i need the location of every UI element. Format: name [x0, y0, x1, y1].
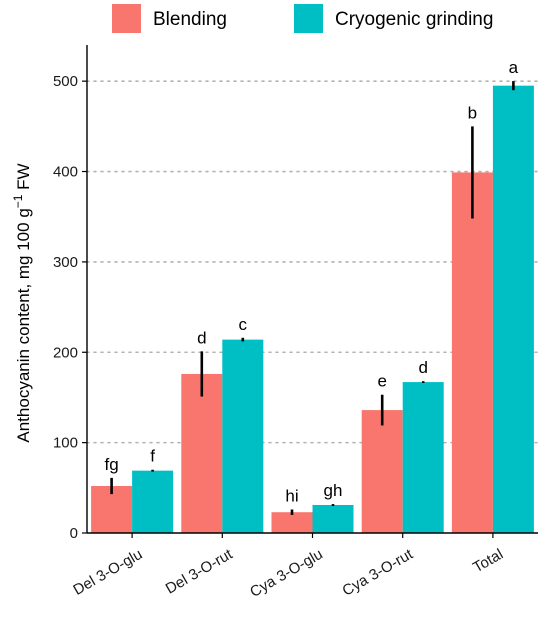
y-tick-label: 300 — [53, 254, 78, 271]
bar — [451, 172, 493, 533]
bar — [181, 373, 223, 533]
y-tick-label: 200 — [53, 344, 78, 361]
y-ticks: 0 100 200 300 400 500 — [53, 73, 87, 542]
significance-label: fg — [105, 455, 119, 474]
significance-label: gh — [324, 481, 343, 500]
legend: Blending Cryogenic grinding — [112, 4, 493, 33]
y-axis-title: Anthocyanin content, mg 100 g−1 FW — [11, 163, 33, 442]
legend-label: Cryogenic grinding — [335, 9, 493, 30]
y-tick-label: 500 — [53, 73, 78, 90]
bar — [312, 504, 354, 533]
significance-label: e — [377, 372, 386, 391]
significance-label: hi — [285, 487, 298, 506]
bar — [492, 85, 534, 534]
significance-label: c — [239, 315, 248, 334]
error-bars — [110, 81, 515, 515]
x-tick-label: Cya 3-O-glu — [247, 546, 326, 601]
x-tick-label: Cya 3-O-rut — [340, 545, 417, 599]
x-ticks: Del 3-O-glu Del 3-O-rut Cya 3-O-glu Cya 3-O… — [70, 533, 506, 601]
y-axis-title-main: Anthocyanin content, mg 100 g — [14, 208, 33, 442]
y-axis-label: Anthocyanin content, mg 100 g−1 FW — [11, 163, 33, 442]
legend-swatch — [112, 4, 141, 33]
y-tick-label: 100 — [53, 435, 78, 452]
significance-label: d — [418, 358, 427, 377]
x-tick-label: Del 3-O-rut — [163, 545, 236, 597]
bar — [132, 470, 174, 533]
legend-label: Blending — [153, 9, 227, 30]
y-tick-label: 0 — [70, 525, 78, 542]
significance-label: d — [197, 328, 206, 347]
significance-label: a — [509, 58, 519, 77]
bars — [91, 85, 534, 534]
bar — [402, 382, 444, 533]
gridlines — [86, 80, 539, 444]
y-tick-label: 400 — [53, 164, 78, 181]
significance-label: f — [150, 447, 155, 466]
y-axis-title-superscript: −1 — [11, 194, 25, 208]
y-axis-title-tail: FW — [14, 163, 33, 194]
bar — [222, 339, 264, 533]
bar — [271, 512, 313, 533]
legend-swatch — [294, 4, 323, 33]
x-tick-label: Del 3-O-glu — [70, 546, 145, 599]
significance-label: b — [468, 103, 477, 122]
bar — [361, 410, 403, 533]
x-tick-label: Total — [470, 546, 506, 577]
significance-labels: fg f d c hi gh e d b a — [105, 58, 519, 505]
